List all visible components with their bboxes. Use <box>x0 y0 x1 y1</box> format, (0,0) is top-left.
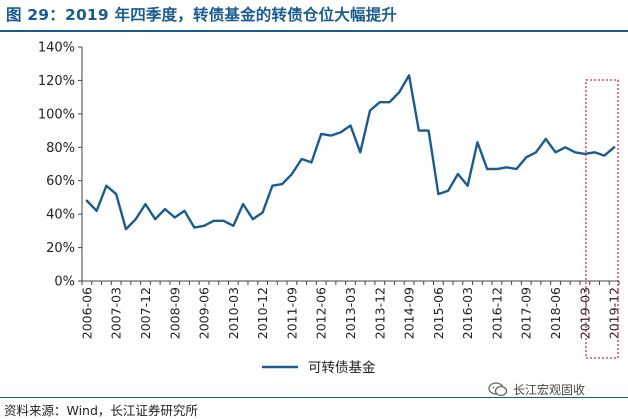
x-tick-label: 2016-12 <box>489 287 504 339</box>
x-tick-label: 2010-03 <box>226 287 241 339</box>
series-line <box>87 75 614 229</box>
source-note: 资料来源：Wind，长江证券研究所 <box>4 400 198 419</box>
x-tick-label: 2007-12 <box>138 287 153 339</box>
y-tick-label: 100% <box>38 107 75 122</box>
x-tick-label: 2019-12 <box>607 287 622 339</box>
x-tick-label: 2011-09 <box>284 287 299 339</box>
y-tick-label: 140% <box>38 41 75 56</box>
y-tick-label: 40% <box>46 208 75 223</box>
y-tick-label: 60% <box>46 174 75 189</box>
legend-label: 可转债基金 <box>308 359 376 376</box>
y-axis-ticks: 0% 20% 40% 60% 80% 100% 120% 140% <box>38 41 82 290</box>
x-axis-ticks: 2006-06 2007-03 2007-12 2008-09 2009-06 2010-… <box>79 281 621 339</box>
watermark-text: 长江宏观固收 <box>513 381 585 398</box>
x-tick-label: 2013-12 <box>372 287 387 339</box>
y-tick-label: 120% <box>38 74 75 89</box>
x-tick-label: 2007-03 <box>109 287 124 339</box>
legend: 可转债基金 <box>262 359 376 376</box>
series-layer <box>87 75 614 229</box>
x-tick-label: 2009-06 <box>197 287 212 339</box>
wechat-icon <box>488 382 508 397</box>
x-tick-label: 2014-09 <box>402 287 417 339</box>
footer-divider <box>0 397 628 398</box>
chart-axes <box>82 47 619 281</box>
y-tick-label: 0% <box>54 275 75 290</box>
x-tick-label: 2017-09 <box>519 287 534 339</box>
y-tick-label: 20% <box>46 241 75 256</box>
x-tick-label: 2016-03 <box>460 287 475 339</box>
x-tick-label: 2018-06 <box>548 287 563 339</box>
watermark: 长江宏观固收 <box>488 381 585 398</box>
x-tick-label: 2019-03 <box>577 287 592 339</box>
x-tick-label: 2010-12 <box>255 287 270 339</box>
x-tick-label: 2006-06 <box>79 287 94 339</box>
x-tick-label: 2008-09 <box>167 287 182 339</box>
x-tick-label: 2012-06 <box>314 287 329 339</box>
y-tick-label: 80% <box>46 141 75 156</box>
x-tick-label: 2013-03 <box>343 287 358 339</box>
x-tick-label: 2015-06 <box>431 287 446 339</box>
